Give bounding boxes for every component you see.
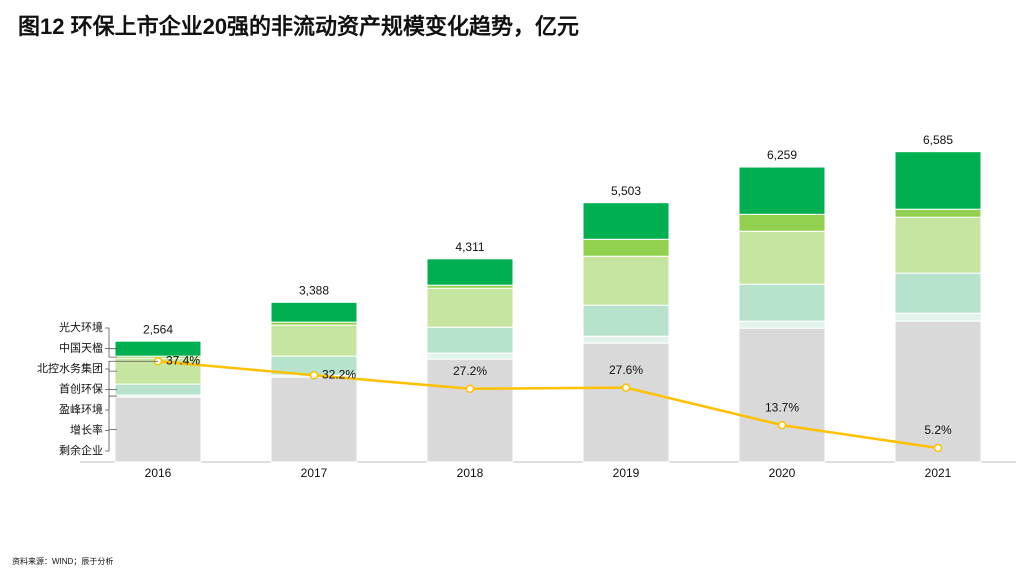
growth-line (157, 360, 939, 450)
line-value-label: 37.4% (166, 353, 200, 367)
bar-segment (738, 166, 826, 215)
x-tick-label: 2016 (145, 466, 172, 480)
legend-label: 光大环境 (59, 320, 103, 334)
line-value-label: 5.2% (924, 423, 952, 437)
x-tick-label: 2018 (457, 466, 484, 480)
x-tick-label: 2019 (613, 466, 640, 480)
bar-segment (582, 342, 670, 463)
total-label: 2,564 (143, 322, 173, 336)
legend-leader (105, 360, 158, 431)
bar-segment (582, 335, 670, 344)
bar-segment (270, 301, 358, 323)
bar-segment (894, 208, 982, 218)
bar-segment (894, 312, 982, 322)
line-point (933, 443, 943, 453)
x-tick-label: 2017 (301, 466, 328, 480)
x-tick-label: 2021 (925, 466, 952, 480)
line-point (621, 383, 631, 392)
bar-segment (894, 320, 982, 463)
legend-label: 中国天楹 (59, 341, 103, 355)
line-value-label: 13.7% (765, 400, 799, 414)
x-tick-label: 2020 (769, 466, 796, 480)
bar-segment (738, 283, 826, 322)
legend-leader (105, 327, 117, 350)
line-value-label: 32.2% (322, 367, 356, 381)
bar-segment (270, 324, 358, 357)
bar-segment (582, 304, 670, 337)
total-label: 4,311 (455, 240, 484, 254)
bar-segment (738, 230, 826, 285)
bar-segment (582, 238, 670, 257)
legend-label: 北控水务集团 (37, 361, 103, 375)
bar-segment (738, 213, 826, 232)
bar-segment (426, 258, 514, 286)
bar-segment (894, 216, 982, 274)
bar-segment (738, 327, 826, 463)
bar-segment (738, 320, 826, 329)
line-value-label: 27.2% (453, 364, 487, 378)
bar-segment (426, 358, 514, 463)
legend-leader (105, 348, 117, 358)
legend-label: 首创环保 (59, 382, 103, 396)
line-value-label: 27.6% (609, 363, 643, 377)
line-point (777, 420, 787, 430)
bar-segment (582, 202, 670, 240)
legend-label: 剩余企业 (59, 443, 103, 457)
bar-segment (114, 396, 202, 463)
bar-segment (894, 151, 982, 210)
legend-leader (105, 429, 117, 452)
source: 资料来源：WIND；辰于分析 (12, 556, 113, 566)
bar-segment (114, 383, 202, 396)
bar-segment (582, 255, 670, 306)
total-label: 6,259 (767, 148, 797, 162)
line-point (309, 371, 319, 380)
bar-segment (426, 287, 514, 328)
line-point (465, 384, 475, 394)
total-label: 5,503 (611, 184, 641, 198)
bar-segment (894, 272, 982, 314)
total-label: 6,585 (923, 133, 953, 147)
bar-segment (426, 352, 514, 360)
bar-segment (426, 326, 514, 354)
bar-segment (270, 376, 358, 463)
legend-label: 盈峰环境 (59, 402, 103, 416)
total-label: 3,388 (299, 284, 329, 298)
legend-label: 增长率 (70, 423, 103, 437)
chart-title: 图12 环保上市企业20强的非流动资产规模变化趋势，亿元 (18, 14, 579, 39)
